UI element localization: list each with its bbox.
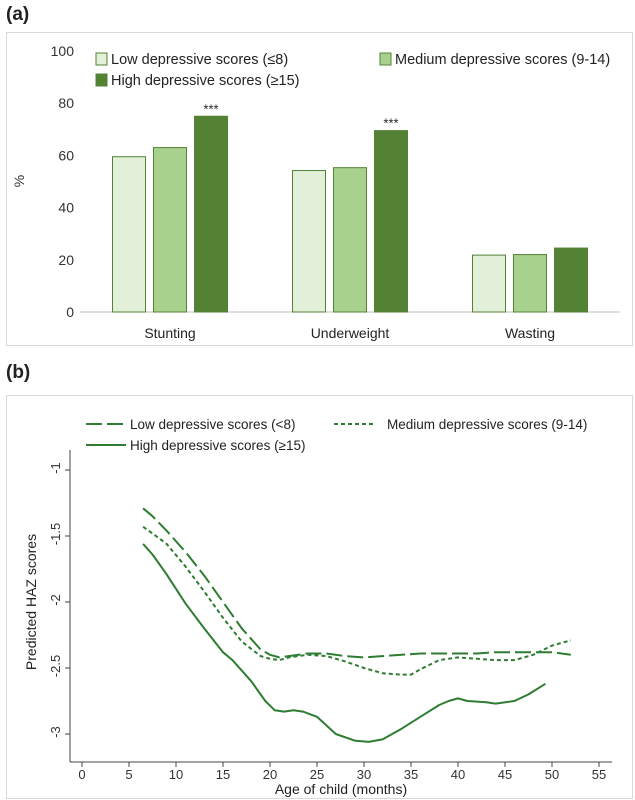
category-label: Underweight [311, 325, 390, 341]
x-tick-label: 0 [78, 767, 85, 782]
bar [374, 130, 408, 313]
significance-label: *** [203, 101, 218, 116]
y-tick-label: -1.5 [48, 523, 63, 545]
bar [194, 115, 228, 313]
legend-label: Medium depressive scores (9-14) [387, 417, 587, 432]
x-axis-label: Age of child (months) [275, 781, 407, 797]
bar [472, 254, 506, 313]
x-tick-label: 55 [592, 767, 606, 782]
bar [112, 156, 146, 313]
y-tick-label: -1 [48, 462, 63, 474]
x-tick-label: 45 [498, 767, 512, 782]
y-tick-label: -2 [48, 594, 63, 606]
y-tick-label: 20 [58, 252, 74, 268]
y-tick-label: -3 [48, 726, 63, 738]
bar-chart-frame [6, 32, 633, 346]
panel-a-label: (a) [6, 4, 30, 25]
x-tick-label: 5 [125, 767, 132, 782]
line-chart-frame [6, 395, 633, 799]
series-line [142, 543, 546, 743]
y-tick-label: 100 [51, 43, 75, 59]
series-line [142, 507, 571, 659]
y-axis-label: % [11, 175, 27, 187]
bar [333, 167, 367, 313]
y-tick-label: 60 [58, 147, 74, 163]
legend-label: Low depressive scores (≤8) [111, 52, 288, 68]
x-tick-label: 25 [310, 767, 324, 782]
x-tick-label: 30 [357, 767, 371, 782]
significance-label: *** [383, 116, 398, 131]
legend-swatch [379, 52, 392, 66]
panel-b-label: (b) [6, 362, 31, 383]
bar [153, 147, 187, 313]
series-line [142, 525, 572, 676]
category-label: Stunting [144, 325, 195, 341]
legend-label: Medium depressive scores (9-14) [395, 52, 610, 68]
x-tick-label: 35 [404, 767, 418, 782]
x-tick-label: 15 [216, 767, 230, 782]
x-tick-label: 50 [545, 767, 559, 782]
legend-label: High depressive scores (≥15) [130, 438, 305, 453]
y-tick-label: 0 [66, 304, 74, 320]
y-axis-label: Predicted HAZ scores [23, 534, 39, 670]
y-tick-label: -2.5 [48, 655, 63, 677]
legend-label: Low depressive scores (<8) [130, 417, 295, 432]
bar [292, 170, 326, 313]
x-tick-label: 20 [263, 767, 277, 782]
bar [513, 254, 547, 313]
category-label: Wasting [505, 325, 555, 341]
legend-swatch [95, 73, 108, 87]
legend-swatch [95, 52, 108, 66]
legend-label: High depressive scores (≥15) [111, 73, 299, 89]
y-tick-label: 80 [58, 95, 74, 111]
x-tick-label: 40 [451, 767, 465, 782]
x-tick-label: 10 [169, 767, 183, 782]
y-tick-label: 40 [58, 200, 74, 216]
bar [554, 247, 588, 313]
bar-chart: 0 20 40 60 80 100% *** Stunting *** Underweight Wa… [11, 43, 620, 341]
